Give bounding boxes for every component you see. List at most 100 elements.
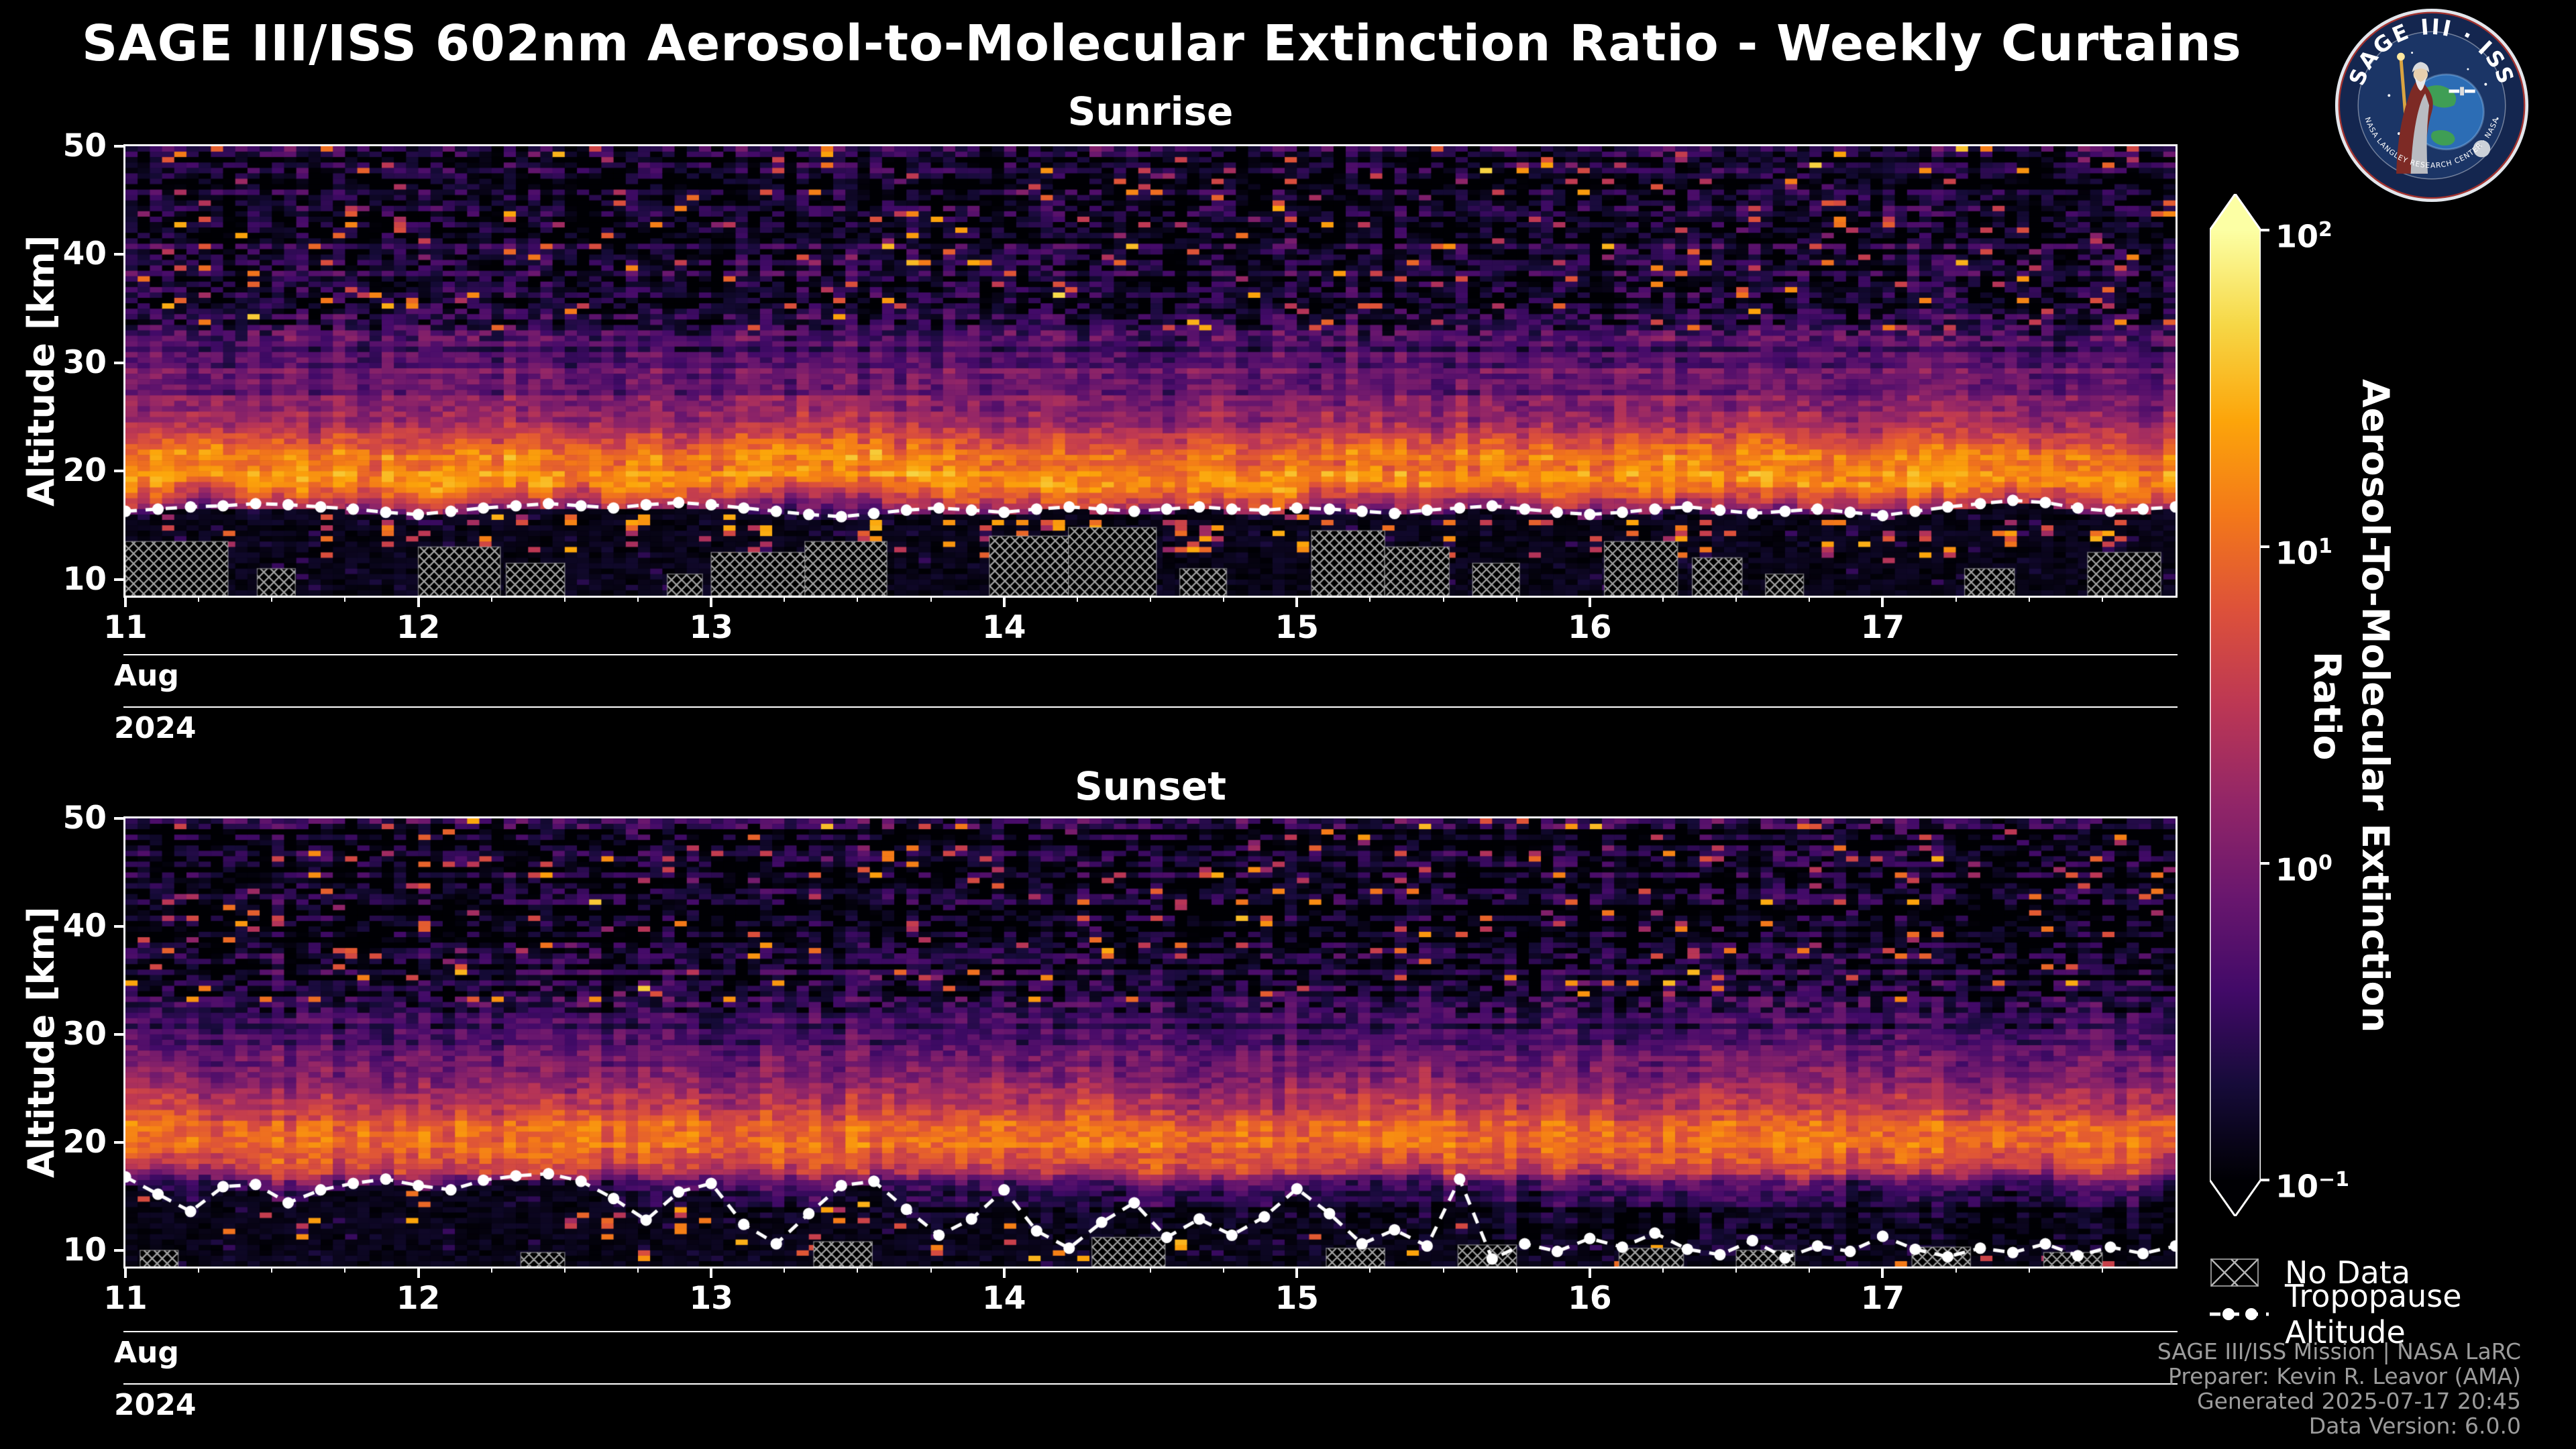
y-tick-mark	[114, 924, 125, 928]
x-minor-tick	[1809, 596, 1811, 602]
legend-tropopause-row: Tropopause Altitude	[2210, 1278, 2576, 1350]
tropopause-line-icon	[2210, 1308, 2269, 1320]
x-tick-mark	[1881, 596, 1884, 607]
x-minor-tick	[564, 596, 566, 602]
y-tick-label: 20	[62, 452, 107, 490]
x-minor-tick	[1955, 596, 1957, 602]
colorbar-tick-label: 100	[2275, 851, 2332, 888]
x-tick-label: 15	[1275, 1280, 1319, 1317]
credit-mission: SAGE III/ISS Mission | NASA LaRC	[2157, 1338, 2521, 1364]
x-minor-tick	[1662, 1267, 1664, 1273]
x-minor-tick	[2028, 1267, 2030, 1273]
x-tick-mark	[417, 1267, 420, 1278]
page-title: SAGE III/ISS 602nm Aerosol-to-Molecular …	[82, 15, 2242, 72]
x-tick-label: 12	[396, 1280, 441, 1317]
x-minor-tick	[1662, 596, 1664, 602]
sunset-year-separator-line	[123, 1383, 2178, 1385]
colorbar-tick-mark	[2261, 1179, 2269, 1181]
x-minor-tick	[1809, 1267, 1811, 1273]
sunset-year-label: 2024	[114, 1388, 197, 1422]
x-minor-tick	[1369, 1267, 1371, 1273]
x-minor-tick	[2101, 596, 2103, 602]
x-tick-label: 15	[1275, 609, 1319, 646]
sunrise-year-separator-line	[123, 706, 2178, 708]
y-tick-label: 50	[62, 800, 107, 837]
x-minor-tick	[1150, 1267, 1151, 1273]
x-minor-tick	[198, 596, 200, 602]
y-tick-mark	[114, 578, 125, 581]
sunrise-heatmap-canvas	[125, 146, 2176, 596]
x-tick-label: 17	[1860, 1280, 1905, 1317]
x-tick-mark	[124, 1267, 127, 1278]
x-minor-tick	[1515, 596, 1517, 602]
sunset-heatmap-canvas	[125, 818, 2176, 1267]
x-tick-mark	[1881, 1267, 1884, 1278]
y-tick-label: 30	[62, 343, 107, 381]
x-minor-tick	[2028, 596, 2030, 602]
x-minor-tick	[1150, 596, 1151, 602]
x-minor-tick	[1076, 596, 1078, 602]
x-minor-tick	[1515, 1267, 1517, 1273]
sunrise-month-separator-line	[123, 654, 2178, 655]
x-minor-tick	[930, 1267, 932, 1273]
colorbar-tick-label: 101	[2275, 535, 2332, 572]
credit-preparer: Preparer: Kevin R. Leavor (AMA)	[2168, 1363, 2521, 1389]
x-tick-mark	[710, 596, 713, 607]
y-tick-label: 50	[62, 127, 107, 164]
x-minor-tick	[1955, 1267, 1957, 1273]
x-tick-mark	[1002, 596, 1006, 607]
y-tick-label: 10	[62, 560, 107, 598]
x-minor-tick	[1442, 596, 1444, 602]
x-minor-tick	[344, 596, 346, 602]
x-minor-tick	[857, 596, 859, 602]
colorbar-tick-mark	[2261, 229, 2269, 231]
x-tick-label: 14	[982, 1280, 1026, 1317]
sunset-plot-area: 50 40 30 20 10 11 12 13 14 15 16 17	[63, 800, 2178, 1317]
x-tick-label: 16	[1568, 609, 1612, 646]
credits-block: SAGE III/ISS Mission | NASA LaRC Prepare…	[2157, 1339, 2521, 1438]
x-tick-label: 12	[396, 609, 441, 646]
y-tick-label: 20	[62, 1123, 107, 1161]
x-minor-tick	[490, 596, 492, 602]
sunset-panel-title: Sunset	[1075, 763, 1226, 809]
y-tick-mark	[114, 253, 125, 256]
y-tick-mark	[114, 1248, 125, 1252]
sunrise-month-label: Aug	[114, 659, 179, 693]
y-tick-label: 40	[62, 235, 107, 273]
x-tick-label: 13	[689, 609, 733, 646]
x-minor-tick	[344, 1267, 346, 1273]
x-minor-tick	[1223, 1267, 1225, 1273]
x-minor-tick	[564, 1267, 566, 1273]
x-tick-mark	[417, 596, 420, 607]
x-tick-label: 17	[1860, 609, 1905, 646]
credit-data-version: Data Version: 6.0.0	[2308, 1413, 2521, 1439]
x-minor-tick	[637, 1267, 639, 1273]
x-minor-tick	[1735, 1267, 1737, 1273]
y-tick-label: 40	[62, 907, 107, 945]
colorbar	[2210, 194, 2261, 1216]
colorbar-tick-label: 102	[2275, 218, 2332, 255]
y-tick-mark	[114, 817, 125, 820]
x-minor-tick	[1735, 596, 1737, 602]
y-tick-mark	[114, 361, 125, 364]
x-tick-mark	[1295, 1267, 1299, 1278]
y-tick-mark	[114, 1032, 125, 1036]
sunrise-year-label: 2024	[114, 711, 197, 745]
sunrise-plot-area: 50 40 30 20 10 11 12 13 14 15 16 17	[63, 127, 2178, 646]
sunset-month-separator-line	[123, 1331, 2178, 1332]
x-minor-tick	[271, 596, 273, 602]
colorbar-tick-label: 10−1	[2275, 1168, 2350, 1205]
iss-icon	[2449, 87, 2475, 96]
x-tick-label: 11	[103, 1280, 148, 1317]
x-tick-label: 16	[1568, 1280, 1612, 1317]
legend-no-data-label: No Data	[2285, 1254, 2411, 1291]
y-tick-mark	[114, 145, 125, 148]
x-minor-tick	[1076, 1267, 1078, 1273]
y-tick-label: 30	[62, 1015, 107, 1053]
x-tick-label: 13	[689, 1280, 733, 1317]
colorbar-axis-label: Aerosol-To-Molecular Extinction Ratio	[2306, 378, 2397, 1033]
x-minor-tick	[271, 1267, 273, 1273]
x-tick-mark	[1588, 596, 1591, 607]
no-data-hatch-icon	[2210, 1258, 2259, 1287]
x-tick-mark	[710, 1267, 713, 1278]
